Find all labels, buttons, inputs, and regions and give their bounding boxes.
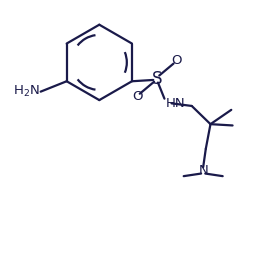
- Text: O: O: [171, 54, 181, 67]
- Text: O: O: [132, 90, 143, 103]
- Text: N: N: [198, 165, 208, 177]
- Text: S: S: [151, 70, 162, 88]
- Text: $\mathregular{H_2N}$: $\mathregular{H_2N}$: [13, 84, 39, 99]
- Text: HN: HN: [166, 97, 185, 110]
